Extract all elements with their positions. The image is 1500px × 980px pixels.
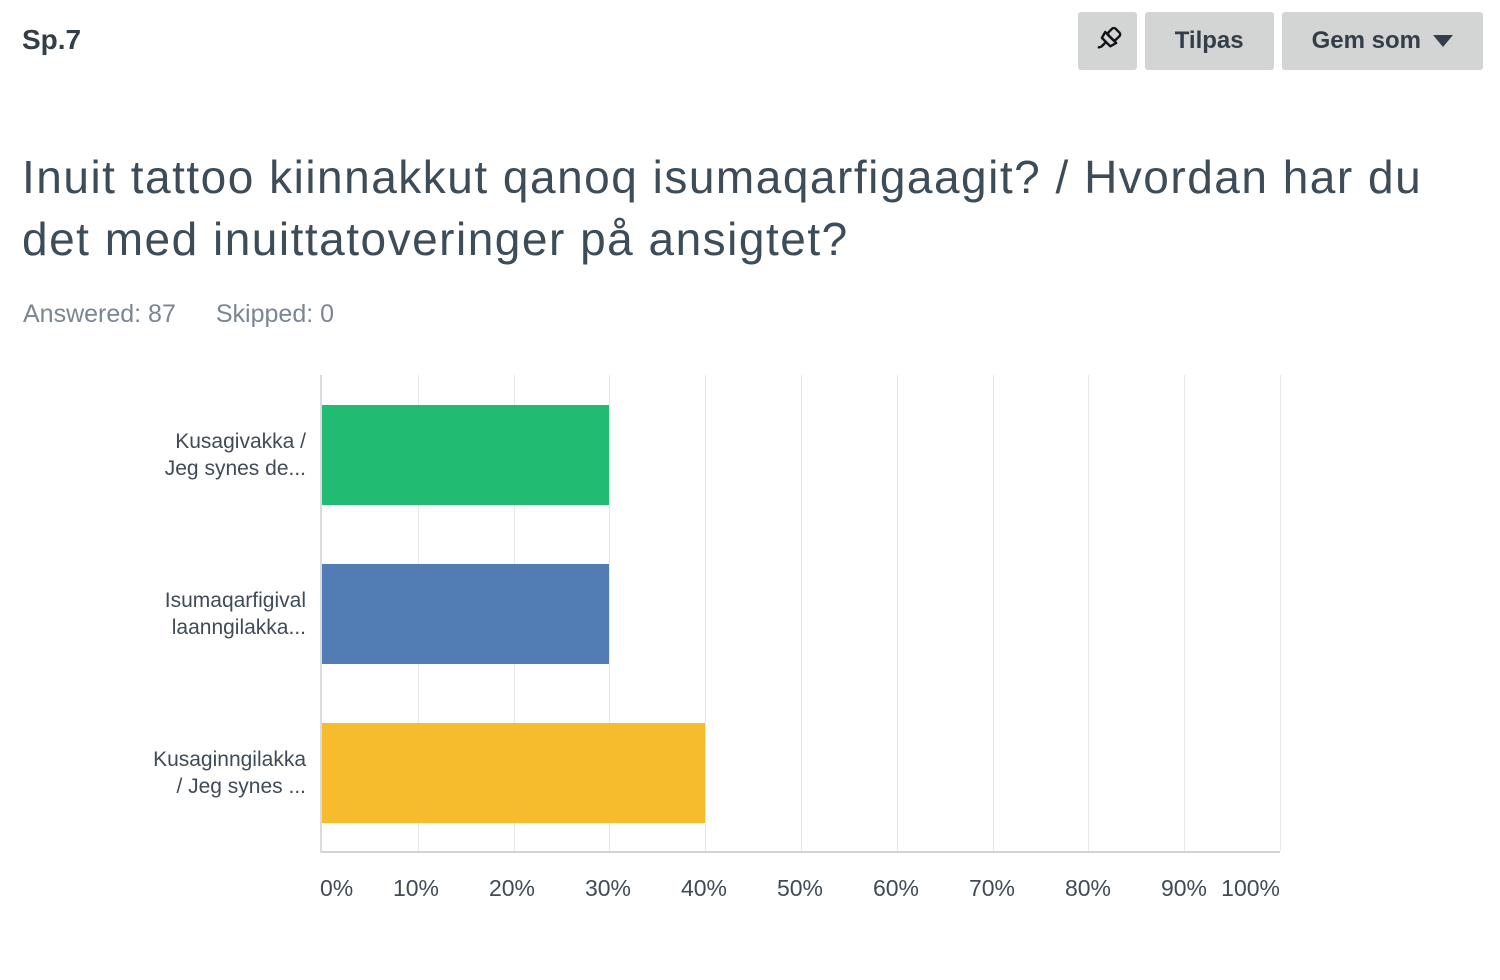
category-label: Kusaginngilakka / Jeg synes ... <box>153 748 306 799</box>
category-label: Kusagivakka / Jeg synes de... <box>164 429 306 480</box>
pushpin-icon <box>1090 24 1124 58</box>
bar[interactable] <box>322 723 706 824</box>
question-title: Inuit tattoo kiinnakkut qanoq isumaqarfi… <box>22 151 1423 265</box>
gridline <box>801 375 802 851</box>
x-tick-label: 90% <box>1160 875 1208 901</box>
x-tick-label: 30% <box>584 875 632 901</box>
skipped-count: Skipped: 0 <box>215 300 335 328</box>
gridline <box>1184 375 1186 851</box>
save-as-button[interactable]: Gem som <box>1281 12 1483 70</box>
gridline <box>1088 375 1090 851</box>
save-as-button-label: Gem som <box>1311 27 1421 54</box>
pin-button[interactable] <box>1077 12 1137 70</box>
customize-button-label: Tilpas <box>1174 27 1244 54</box>
gridline <box>609 375 611 851</box>
response-stats: Answered: 87 Skipped: 0 <box>23 300 334 329</box>
x-tick-label: 50% <box>776 875 824 901</box>
category-label: Isumaqarfigival laanngilakka... <box>164 589 306 639</box>
question-number: Sp.7 <box>22 24 82 55</box>
x-tick-label: 40% <box>680 875 728 901</box>
category-axis: Kusagivakka / Jeg synes de... Isumaqarfig… <box>0 375 306 853</box>
answered-count: Answered: 87 <box>23 300 176 328</box>
x-tick-label: 70% <box>968 875 1016 901</box>
gridline <box>896 375 898 851</box>
x-tick-label: 10% <box>392 875 440 901</box>
x-tick-label: 100% <box>1221 875 1280 901</box>
bar[interactable] <box>322 404 610 505</box>
value-axis: 0% 10% 20% 30% 40% 50% 60% 70% 80% 90% 100% <box>320 875 1280 907</box>
plot-area <box>320 375 1281 853</box>
caret-down-icon <box>1433 35 1453 47</box>
customize-button[interactable]: Tilpas <box>1144 12 1274 70</box>
gridline <box>705 375 707 851</box>
x-tick-label: 20% <box>488 875 536 901</box>
gridline <box>992 375 994 851</box>
bar-chart: Kusagivakka / Jeg synes de... Isumaqarfig… <box>0 375 1281 920</box>
bar[interactable] <box>322 564 610 664</box>
x-tick-label: 80% <box>1064 875 1112 901</box>
x-tick-label: 0% <box>320 875 354 901</box>
gridline <box>1280 375 1281 851</box>
toolbar: Tilpas Gem som <box>1077 12 1483 70</box>
x-tick-label: 60% <box>872 875 920 901</box>
